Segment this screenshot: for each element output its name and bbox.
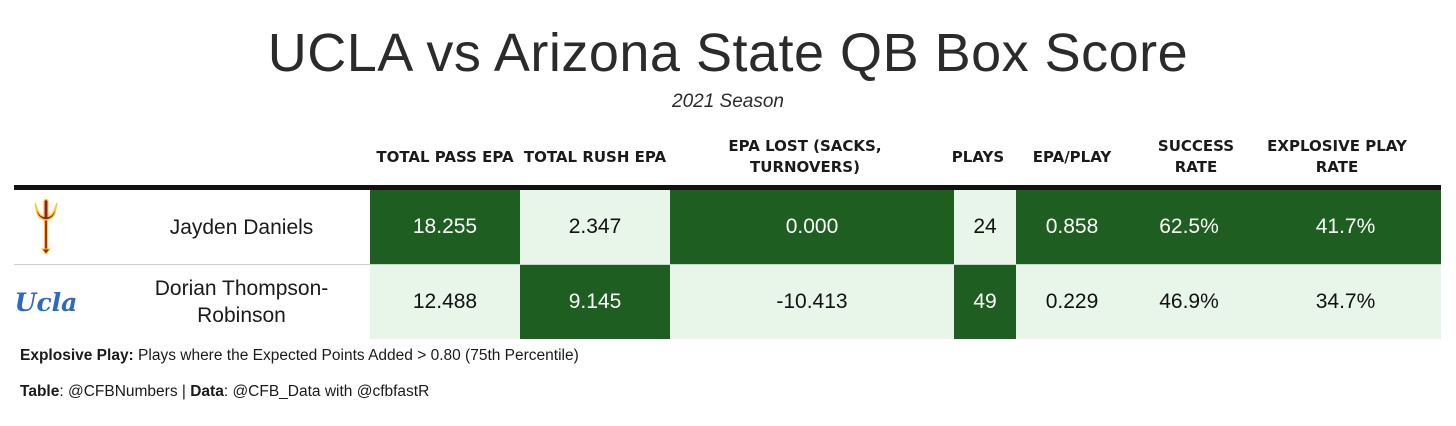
- footnote-text: Plays where the Expected Points Added > …: [133, 347, 579, 364]
- cell-total-pass-epa: 12.488: [370, 265, 520, 339]
- asu-pitchfork-icon: [24, 198, 68, 256]
- header-rule: [14, 185, 1441, 190]
- cell-success-rate: 46.9%: [1128, 265, 1250, 339]
- cell-explosive-play-rate: 34.7%: [1250, 265, 1441, 339]
- col-header-plays: PLAYS: [951, 147, 1005, 166]
- cell-explosive-play-rate: 41.7%: [1250, 190, 1441, 264]
- cell-epa-lost: -10.413: [670, 265, 954, 339]
- cell-total-rush-epa: 2.347: [520, 190, 670, 264]
- table-row: Ucla Dorian Thompson-Robinson 12.488 9.1…: [14, 265, 1441, 339]
- credits-table-label: Table: [20, 383, 60, 400]
- cell-epa-per-play: 0.229: [1016, 265, 1128, 339]
- table-row: Jayden Daniels 18.255 2.347 0.000 24 0.8…: [14, 190, 1441, 265]
- cell-plays: 49: [954, 265, 1016, 339]
- cell-total-rush-epa: 9.145: [520, 265, 670, 339]
- cell-plays: 24: [954, 190, 1016, 264]
- table-title: UCLA vs Arizona State QB Box Score: [267, 23, 1189, 83]
- ucla-logo: Ucla: [14, 287, 78, 317]
- credits-data-label: Data: [190, 383, 224, 400]
- cell-epa-lost: 0.000: [670, 190, 954, 264]
- footnote-label: Explosive Play:: [20, 347, 134, 364]
- credits-data-value: : @CFB_Data with @cfbfastR: [223, 383, 430, 400]
- col-header-total-pass-epa: TOTAL PASS EPA: [376, 147, 514, 166]
- col-header-epa-per-play: EPA/PLAY: [1032, 147, 1112, 166]
- credits: Table: @CFBNumbers | Data: @CFB_Data wit…: [20, 383, 429, 401]
- cell-success-rate: 62.5%: [1128, 190, 1250, 264]
- player-name: Dorian Thompson-Robinson: [154, 277, 329, 327]
- col-header-success-rate: SUCCESS RATE: [1157, 137, 1235, 176]
- table-subtitle: 2021 Season: [672, 91, 784, 112]
- col-header-total-rush-epa: TOTAL RUSH EPA: [523, 147, 667, 166]
- cell-epa-per-play: 0.858: [1016, 190, 1128, 264]
- col-header-epa-lost: EPA LOST (SACKS, TURNOVERS): [728, 137, 882, 176]
- col-header-explosive-play-rate: EXPLOSIVE PLAY RATE: [1267, 137, 1407, 176]
- footnote: Explosive Play: Plays where the Expected…: [20, 347, 579, 365]
- cell-total-pass-epa: 18.255: [370, 190, 520, 264]
- credits-table-value: : @CFBNumbers |: [59, 383, 191, 400]
- player-name: Jayden Daniels: [169, 215, 314, 239]
